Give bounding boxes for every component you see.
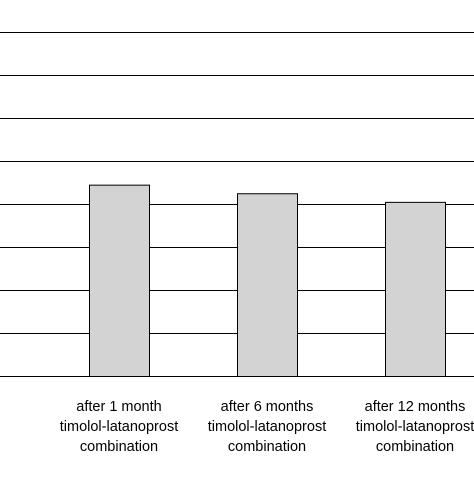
x-tick-label-line: combination <box>376 439 454 455</box>
bars <box>89 184 446 377</box>
x-tick-label-line: timolol-latanoprost <box>208 419 326 435</box>
bar <box>89 184 150 377</box>
bar <box>237 193 298 377</box>
x-tick-label: after 1 month timolol-latanoprost combinat… <box>60 399 178 455</box>
x-tick-labels: after 1 month timolol-latanoprost combinat… <box>60 399 474 455</box>
x-tick-label: after 12 months timolol-latanoprost combin… <box>356 399 474 455</box>
x-tick-label-line: after 12 months <box>365 399 466 415</box>
x-tick-label-line: timolol-latanoprost <box>356 419 474 435</box>
x-tick-label-line: after 6 months <box>221 399 314 415</box>
x-tick-label-line: combination <box>80 439 158 455</box>
x-tick-label: after 6 months timolol-latanoprost combina… <box>208 399 326 455</box>
x-tick-label-line: combination <box>228 439 306 455</box>
x-tick-label-line: after 1 month <box>76 399 161 415</box>
bar <box>385 201 446 377</box>
x-tick-label-line: timolol-latanoprost <box>60 419 178 435</box>
